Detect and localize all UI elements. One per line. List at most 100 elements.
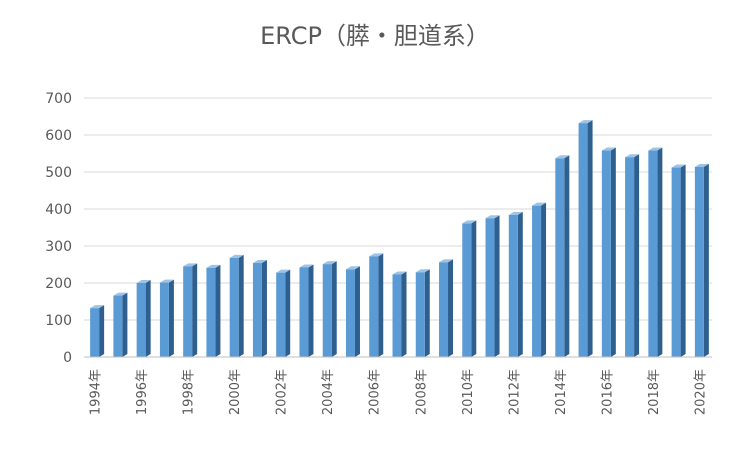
bar	[601, 150, 611, 357]
bar	[229, 257, 239, 357]
bar	[555, 158, 565, 357]
x-tick-label: 2002年	[275, 369, 290, 415]
bar	[625, 157, 635, 357]
bar-side	[657, 147, 663, 357]
bar-side	[494, 215, 500, 357]
bar-top	[555, 155, 570, 159]
bar	[369, 256, 379, 357]
bar-top	[392, 271, 407, 275]
bar-side	[354, 266, 360, 357]
y-tick-label: 500	[45, 165, 72, 181]
bar	[345, 269, 355, 357]
bar-top	[276, 269, 291, 273]
bar-top	[485, 215, 500, 219]
bar	[322, 264, 332, 357]
x-tick-label: 2012年	[507, 369, 522, 415]
bar-side	[192, 263, 198, 357]
bar-side	[610, 147, 616, 357]
bar-side	[145, 280, 151, 357]
bar-side	[703, 163, 709, 357]
bar-top	[508, 211, 523, 215]
bar	[252, 263, 262, 357]
x-tick-label: 2008年	[414, 369, 429, 415]
bar-side	[168, 279, 174, 357]
bar	[485, 218, 495, 357]
bar-side	[448, 259, 454, 357]
bar	[462, 223, 472, 357]
bar-top	[183, 263, 198, 267]
bar-top	[252, 260, 267, 264]
bar	[136, 283, 146, 357]
bar-side	[331, 261, 337, 357]
bar-top	[694, 163, 709, 167]
bar-side	[215, 264, 221, 357]
bar-side	[517, 211, 523, 357]
x-tick-label: 1998年	[182, 369, 197, 415]
bar-side	[634, 154, 640, 357]
bar-top	[299, 264, 314, 268]
bar-top	[601, 147, 616, 151]
x-tick-label: 2006年	[368, 369, 383, 415]
bar	[578, 123, 588, 357]
bar-side	[401, 271, 407, 357]
bar-top	[136, 280, 151, 283]
y-tick-label: 700	[45, 91, 72, 107]
bar-top	[229, 254, 244, 258]
bar-side	[99, 305, 105, 357]
x-tick-label: 1996年	[135, 369, 150, 415]
bar-top	[415, 269, 430, 273]
y-tick-label: 100	[45, 313, 72, 329]
bar	[206, 267, 216, 357]
bar-side	[122, 292, 128, 357]
bar	[299, 267, 309, 357]
bar-top	[90, 305, 105, 309]
bar	[392, 274, 402, 357]
x-tick-label: 2010年	[461, 369, 476, 415]
bar	[415, 272, 425, 357]
bar	[439, 262, 449, 357]
y-tick-label: 600	[45, 128, 72, 144]
x-tick-label: 2020年	[693, 369, 708, 415]
x-tick-label: 2000年	[228, 369, 243, 415]
bar-top	[159, 279, 174, 283]
bar-top	[369, 253, 384, 257]
bar-top	[671, 164, 686, 168]
chart-title: ERCP（膵・胆道系）	[260, 22, 490, 50]
bar-side	[680, 164, 686, 357]
bar-side	[378, 253, 384, 357]
bar-top	[648, 147, 663, 151]
bar-top	[625, 154, 640, 158]
bar-top	[532, 202, 547, 206]
y-tick-label: 400	[45, 202, 72, 218]
x-tick-label: 1994年	[89, 369, 104, 415]
bar-side	[308, 264, 314, 357]
bar	[183, 266, 193, 357]
bar-top	[113, 292, 128, 296]
bar	[671, 167, 681, 357]
bar-side	[261, 260, 267, 357]
bar-top	[206, 264, 221, 268]
x-tick-label: 2004年	[321, 369, 336, 415]
y-tick-label: 0	[63, 350, 72, 366]
y-tick-label: 200	[45, 276, 72, 292]
bar-side	[424, 269, 430, 357]
bar	[159, 282, 169, 357]
bar-side	[471, 220, 477, 357]
bar-side	[285, 269, 291, 357]
bar	[694, 166, 704, 357]
y-tick-label: 300	[45, 239, 72, 255]
bar-side	[238, 254, 244, 357]
x-tick-label: 2014年	[554, 369, 569, 415]
bar-side	[564, 155, 570, 357]
bar-top	[345, 266, 360, 270]
bar-side	[587, 120, 593, 357]
bar-top	[462, 220, 477, 224]
bar-top	[439, 259, 454, 263]
bar	[90, 308, 100, 357]
bar	[113, 295, 123, 357]
x-tick-label: 2018年	[647, 369, 662, 415]
bar	[276, 272, 286, 357]
x-tick-label: 2016年	[600, 369, 615, 415]
bar-top	[578, 120, 593, 124]
